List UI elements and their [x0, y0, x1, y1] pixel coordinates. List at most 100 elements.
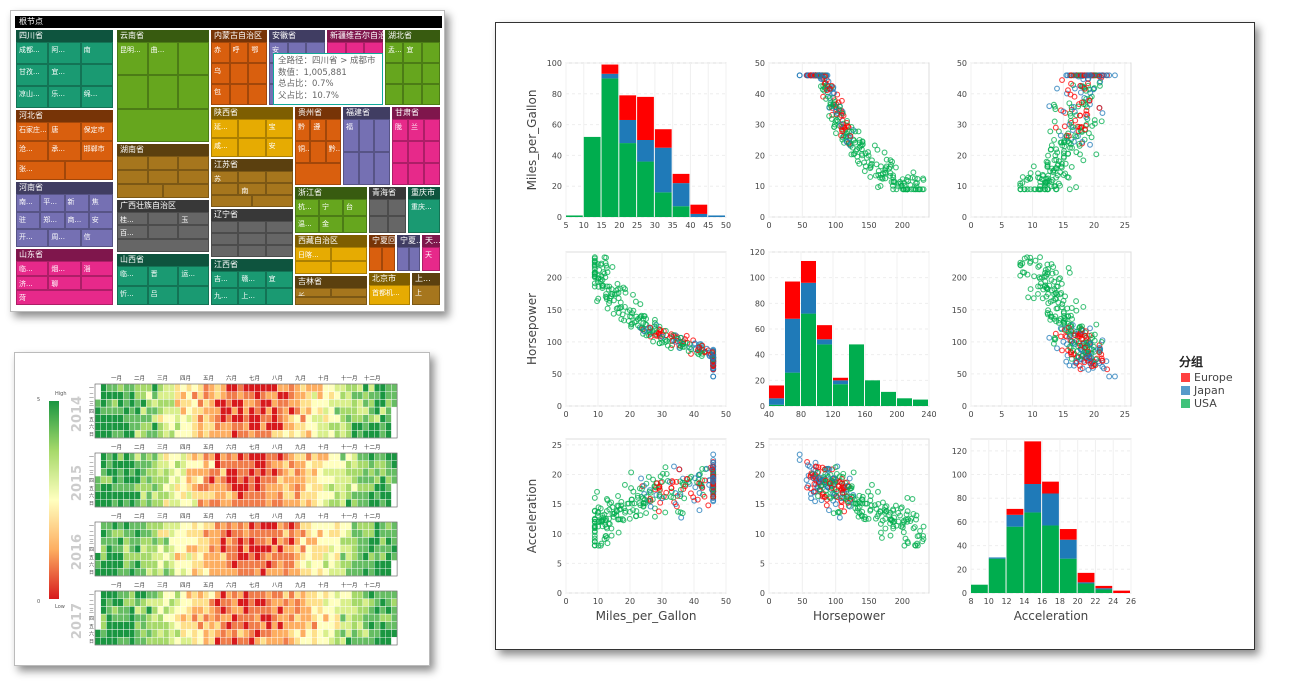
treemap-city[interactable]: [295, 163, 341, 185]
treemap-city[interactable]: [421, 84, 440, 105]
treemap-province[interactable]: 浙江省 杭... 宁台温... 金: [294, 186, 368, 234]
treemap-city[interactable]: [178, 156, 209, 170]
treemap-city[interactable]: [387, 216, 406, 233]
treemap-city[interactable]: [117, 108, 209, 142]
treemap-city[interactable]: [403, 84, 422, 105]
treemap-city[interactable]: 菏: [16, 290, 113, 305]
treemap-root-label[interactable]: 根节点: [15, 16, 442, 28]
treemap-city[interactable]: 宁: [319, 199, 343, 216]
treemap-province[interactable]: 吉林省长: [294, 275, 368, 306]
treemap-city[interactable]: [248, 84, 267, 105]
treemap-city[interactable]: 吉...: [211, 271, 239, 288]
treemap-city[interactable]: 驻: [16, 211, 41, 230]
treemap-city[interactable]: [117, 184, 163, 198]
treemap-city[interactable]: [211, 233, 239, 245]
treemap-city[interactable]: [229, 63, 249, 84]
treemap-city[interactable]: 玉: [178, 212, 209, 226]
treemap-city[interactable]: 乌: [211, 63, 230, 84]
treemap-province[interactable]: 内蒙古自治区赤呼鄂乌包: [210, 29, 268, 106]
treemap-city[interactable]: [238, 138, 266, 157]
treemap-city[interactable]: [392, 163, 408, 185]
treemap-city[interactable]: [369, 199, 388, 216]
treemap-city[interactable]: 孟...: [385, 42, 404, 63]
treemap-city[interactable]: 日喀...: [295, 247, 331, 261]
treemap-city[interactable]: [265, 183, 293, 195]
treemap-city[interactable]: [147, 225, 179, 239]
treemap-city[interactable]: [385, 84, 404, 105]
treemap-city[interactable]: 苏: [211, 171, 239, 183]
treemap-city[interactable]: 南: [80, 42, 113, 64]
treemap-city[interactable]: [147, 170, 179, 184]
treemap-city[interactable]: [178, 170, 209, 184]
treemap-city[interactable]: [403, 63, 422, 84]
treemap-city[interactable]: 绵...: [80, 86, 113, 108]
treemap-city[interactable]: 乐...: [48, 86, 81, 108]
treemap-city[interactable]: 邯郸市: [80, 141, 113, 161]
treemap-city[interactable]: 商...: [64, 211, 89, 230]
treemap-city[interactable]: 阿...: [48, 42, 81, 64]
treemap-city[interactable]: [265, 171, 293, 183]
treemap-city[interactable]: 安: [88, 211, 113, 230]
treemap-city[interactable]: [408, 247, 420, 271]
treemap-city[interactable]: [252, 195, 293, 207]
treemap-city[interactable]: [147, 212, 179, 226]
treemap-city[interactable]: 济...: [16, 275, 49, 291]
treemap-city[interactable]: [387, 199, 406, 216]
treemap-city[interactable]: 郑...: [40, 211, 65, 230]
treemap-city[interactable]: 上...: [238, 288, 266, 305]
treemap-city[interactable]: [358, 152, 375, 185]
treemap-city[interactable]: 曲...: [147, 42, 179, 76]
treemap-city[interactable]: 昆明...: [117, 42, 148, 76]
treemap-city[interactable]: [382, 247, 395, 271]
treemap-city[interactable]: [117, 170, 148, 184]
treemap-city[interactable]: 宜: [265, 271, 293, 288]
treemap-city[interactable]: [325, 119, 341, 141]
treemap-city[interactable]: [421, 42, 440, 63]
treemap-city[interactable]: 宜: [403, 42, 422, 63]
treemap-city[interactable]: [64, 160, 113, 180]
treemap-city[interactable]: [238, 119, 266, 138]
treemap-city[interactable]: 福: [343, 119, 359, 152]
treemap-city[interactable]: 张...: [16, 160, 65, 180]
treemap-city[interactable]: 首都机...: [369, 285, 410, 305]
treemap-city[interactable]: 呼: [229, 42, 249, 63]
treemap-province[interactable]: 河南省 南... 平... 新焦驻郑... 商... 安开... 周... 信: [15, 181, 114, 248]
treemap-city[interactable]: [248, 63, 267, 84]
treemap-city[interactable]: 黔: [295, 119, 311, 141]
treemap-city[interactable]: 承...: [48, 141, 81, 161]
treemap-city[interactable]: 保定市: [80, 122, 113, 142]
treemap-city[interactable]: [374, 119, 390, 152]
treemap-province[interactable]: 青海省: [368, 186, 407, 234]
treemap-city[interactable]: 九...: [211, 288, 239, 305]
treemap-city[interactable]: 新: [64, 194, 89, 212]
treemap-city[interactable]: [117, 156, 148, 170]
treemap-province[interactable]: 宁夏...: [396, 234, 421, 272]
treemap-city[interactable]: 黔...: [325, 141, 341, 163]
treemap-city[interactable]: 烟...: [48, 261, 81, 276]
treemap-city[interactable]: 周...: [48, 229, 81, 247]
treemap-city[interactable]: 信: [80, 229, 113, 247]
treemap-city[interactable]: [80, 275, 113, 291]
treemap-city[interactable]: 台: [343, 199, 367, 216]
treemap-city[interactable]: [331, 247, 367, 261]
treemap-city[interactable]: 南...: [16, 194, 41, 212]
treemap-city[interactable]: 重庆...: [408, 199, 440, 233]
treemap-city[interactable]: [211, 195, 252, 207]
treemap-province[interactable]: 江西省 吉... 赣... 宜九... 上...: [210, 258, 294, 306]
treemap-province[interactable]: 上... 上: [411, 272, 441, 306]
treemap-city[interactable]: [238, 233, 266, 245]
treemap-city[interactable]: 南: [238, 183, 266, 195]
treemap-city[interactable]: 赣...: [238, 271, 266, 288]
treemap-city[interactable]: [421, 63, 440, 84]
treemap-city[interactable]: [211, 183, 239, 195]
treemap-province[interactable]: 天... 天: [421, 234, 441, 272]
treemap-city[interactable]: [374, 152, 390, 185]
treemap-province[interactable]: 湖南省: [116, 143, 210, 199]
treemap-city[interactable]: [117, 75, 148, 109]
treemap-city[interactable]: [238, 245, 266, 257]
treemap-city[interactable]: 咸...: [211, 138, 239, 157]
treemap-city[interactable]: [331, 260, 367, 274]
treemap-city[interactable]: 吕: [147, 285, 179, 305]
treemap-city[interactable]: [178, 285, 209, 305]
treemap-city[interactable]: 焦: [88, 194, 113, 212]
